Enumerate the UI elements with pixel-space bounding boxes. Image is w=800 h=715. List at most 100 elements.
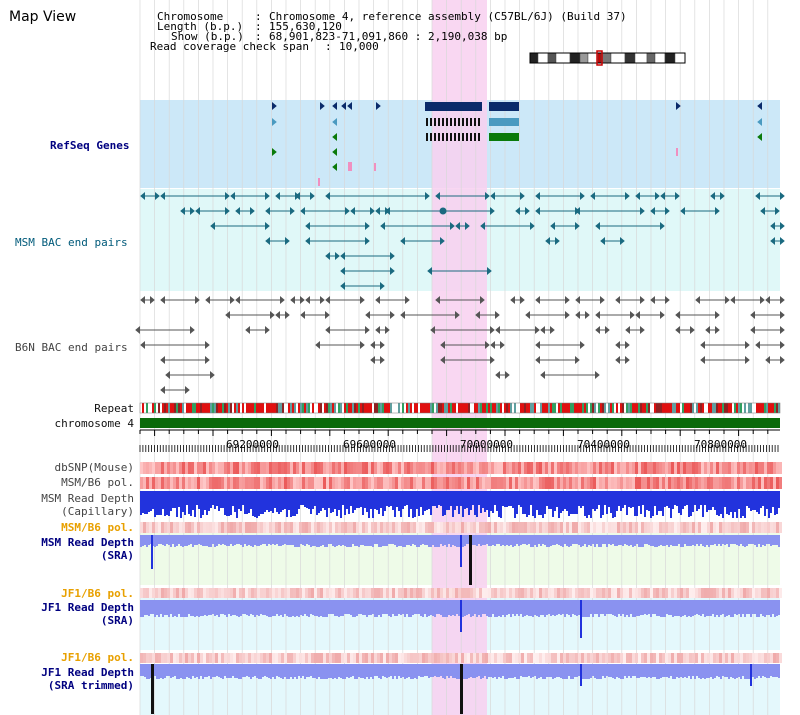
repeat-cell — [350, 403, 352, 413]
b6n-bac-label[interactable]: B6N BAC end pairs — [15, 341, 128, 354]
jf1-pol2-cell — [623, 653, 626, 663]
jf1-pol2-cell — [335, 653, 338, 663]
jf1-sra-depth — [364, 600, 366, 615]
msm-sra-depth — [588, 535, 590, 545]
jf1-pol-cell — [179, 588, 182, 598]
refseq-genes-label[interactable]: RefSeq Genes — [50, 139, 130, 152]
jf1-trim-depth — [676, 664, 678, 677]
jf1-trim-depth — [242, 664, 244, 677]
jf1-pol-cell — [392, 588, 395, 598]
jf1-trim-depth — [628, 664, 630, 676]
jf1-pol-cell — [410, 588, 413, 598]
msm-sra-depth — [410, 535, 412, 546]
jf1-pol-cell — [371, 588, 374, 598]
msm-pol2-cell — [731, 522, 734, 533]
jf1-trim-depth — [720, 664, 722, 679]
depth-bar — [618, 491, 620, 506]
msm-pol2-cell — [668, 522, 671, 533]
depth-bar — [300, 491, 302, 505]
msm-sra-depth — [764, 535, 766, 546]
jf1-trim-depth — [512, 664, 514, 678]
jf1-trim-depth — [774, 664, 776, 677]
msm-pol-cell — [515, 477, 518, 489]
msm-pol2-cell — [437, 522, 440, 533]
msm-pol-cell — [320, 477, 323, 489]
jf1-sra-depth — [226, 600, 228, 617]
jf1-sra-depth — [370, 600, 372, 615]
msm-pol2-cell — [677, 522, 680, 533]
repeat-cell — [178, 403, 180, 413]
depth-bar — [424, 491, 426, 511]
dbsnp-cell — [338, 462, 341, 474]
msm-sra-depth — [658, 535, 660, 546]
msm-pol-cell — [653, 477, 656, 489]
msm-bac-label[interactable]: MSM BAC end pairs — [15, 236, 128, 249]
jf1-trim-depth — [246, 664, 248, 676]
msm-pol-cell — [707, 477, 710, 489]
depth-bar — [600, 491, 602, 518]
jf1-trim-depth — [752, 664, 754, 677]
jf1-trim-depth — [498, 664, 500, 677]
jf1-pol2-cell — [755, 653, 758, 663]
jf1-sra-depth — [350, 600, 352, 615]
msm-sra-depth — [148, 535, 150, 545]
msm-sra-depth — [294, 535, 296, 547]
jf1-sra-depth — [478, 600, 480, 615]
jf1-trim-depth — [306, 664, 308, 677]
msm-sra-depth — [478, 535, 480, 544]
msm-sra-depth — [198, 535, 200, 544]
ideogram-band — [569, 52, 581, 64]
jf1-trim-depth — [540, 664, 542, 677]
b6n-bac-end — [595, 311, 600, 319]
jf1-pol2-cell — [440, 653, 443, 663]
msm-pol-cell — [779, 477, 782, 489]
jf1-trim-depth — [188, 664, 190, 678]
b6n-bac-end — [705, 326, 710, 334]
jf1-pol2-cell — [257, 653, 260, 663]
depth-bar — [228, 491, 230, 516]
dbsnp-cell — [356, 462, 359, 474]
msm-pol2-cell — [707, 522, 710, 533]
dbsnp-cell — [773, 462, 776, 474]
jf1-pol2-cell — [413, 653, 416, 663]
msm-sra-depth — [694, 535, 696, 546]
jf1-pol-cell — [359, 588, 362, 598]
jf1-sra-depth-spike — [460, 600, 462, 632]
msm-pol-cell — [704, 477, 707, 489]
msm-sra-depth — [202, 535, 204, 546]
msm-bac-end — [230, 192, 235, 200]
jf1-pol2-cell — [374, 653, 377, 663]
msm-bac-end — [380, 222, 385, 230]
msm-pol2-cell — [335, 522, 338, 533]
gene-arrow — [757, 102, 762, 110]
dbsnp-cell — [347, 462, 350, 474]
msm-pol2-cell — [398, 522, 401, 533]
jf1-trim-depth — [600, 664, 602, 679]
jf1-trim-depth — [448, 664, 450, 678]
msm-sra-depth — [234, 535, 236, 545]
jf1-sra-depth — [194, 600, 196, 617]
dbsnp-cell — [434, 462, 437, 474]
jf1-pol-cell — [242, 588, 245, 598]
jf1-trim-depth — [370, 664, 372, 677]
repeat-cell — [200, 403, 202, 413]
jf1-trim-depth — [332, 664, 334, 679]
msm-bac-end — [660, 192, 665, 200]
msm-pol2-cell — [512, 522, 515, 533]
jf1-sra-depth — [252, 600, 254, 615]
msm-pol-cell — [428, 477, 431, 489]
msm-bac-end — [545, 237, 550, 245]
jf1-trim-depth — [458, 664, 460, 679]
jf1-sra-depth — [534, 600, 536, 615]
dbsnp-cell — [362, 462, 365, 474]
jf1-sra-depth — [484, 600, 486, 614]
jf1-trim-depth — [568, 664, 570, 676]
depth-bar — [384, 491, 386, 511]
msm-sra-depth — [686, 535, 688, 546]
dbsnp-cell — [227, 462, 230, 474]
msm-pol2-cell — [167, 522, 170, 533]
msm-pol-cell — [581, 477, 584, 489]
b6n-bac-end — [500, 341, 505, 349]
jf1-sra-depth — [254, 600, 256, 617]
